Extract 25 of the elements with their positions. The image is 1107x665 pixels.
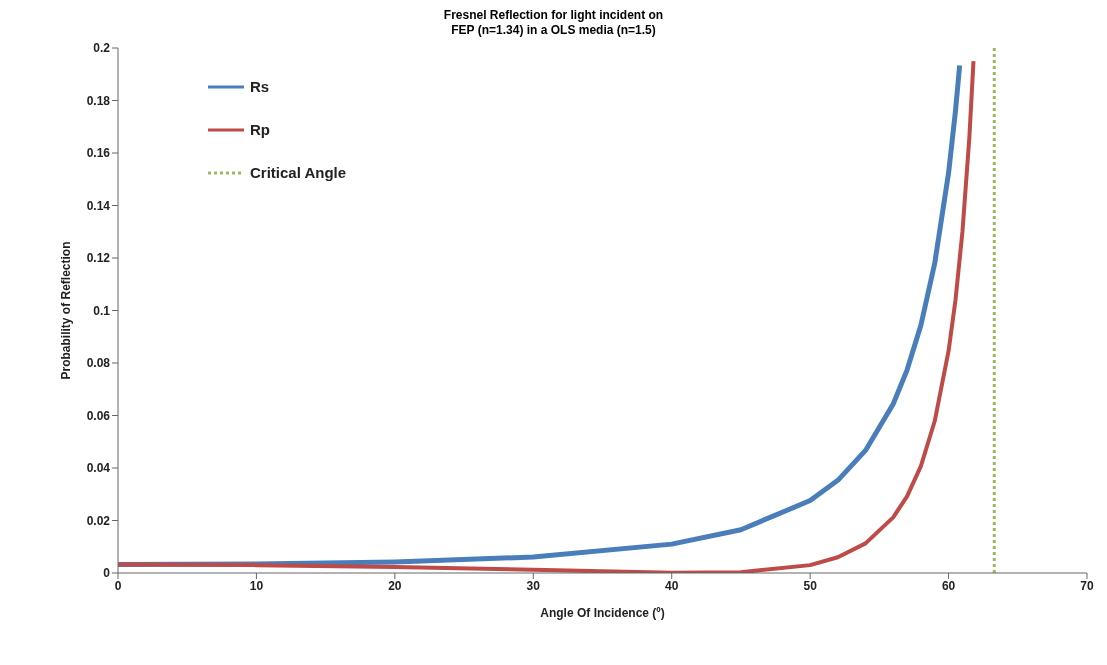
y-axis-title: Probability of Reflection	[59, 241, 74, 380]
x-tick-label: 20	[388, 578, 402, 593]
y-tick-label: 0.14	[86, 198, 111, 213]
y-tick-label: 0.12	[86, 251, 111, 266]
x-axis-title: Angle Of Incidence (º)	[540, 606, 665, 620]
legend-label: Rp	[250, 121, 270, 138]
x-tick-label: 30	[526, 578, 541, 593]
x-tick-label: 0	[114, 578, 122, 593]
x-tick-label: 40	[665, 578, 679, 593]
chart-title: Fresnel Reflection for light incident on FEP (n=1.34) in a OLS media (n=1.5)	[442, 8, 665, 38]
x-tick-label: 50	[803, 578, 818, 593]
y-tick-label: 0.08	[86, 356, 111, 371]
x-tick-label: 70	[1080, 578, 1094, 593]
legend-label: Critical Angle	[250, 164, 347, 181]
y-tick-label: 0.04	[86, 461, 111, 476]
y-tick-label: 0.2	[93, 41, 111, 56]
y-tick-label: 0.18	[86, 93, 111, 108]
x-tick-label: 60	[941, 578, 956, 593]
legend-label: Rs	[250, 78, 270, 95]
y-tick-label: 0.1	[93, 303, 111, 318]
y-tick-label: 0.16	[86, 146, 111, 161]
y-tick-label: 0.06	[86, 408, 111, 423]
y-tick-label: 0.02	[86, 513, 111, 528]
x-tick-label: 10	[249, 578, 264, 593]
y-tick-label: 0	[103, 566, 111, 581]
